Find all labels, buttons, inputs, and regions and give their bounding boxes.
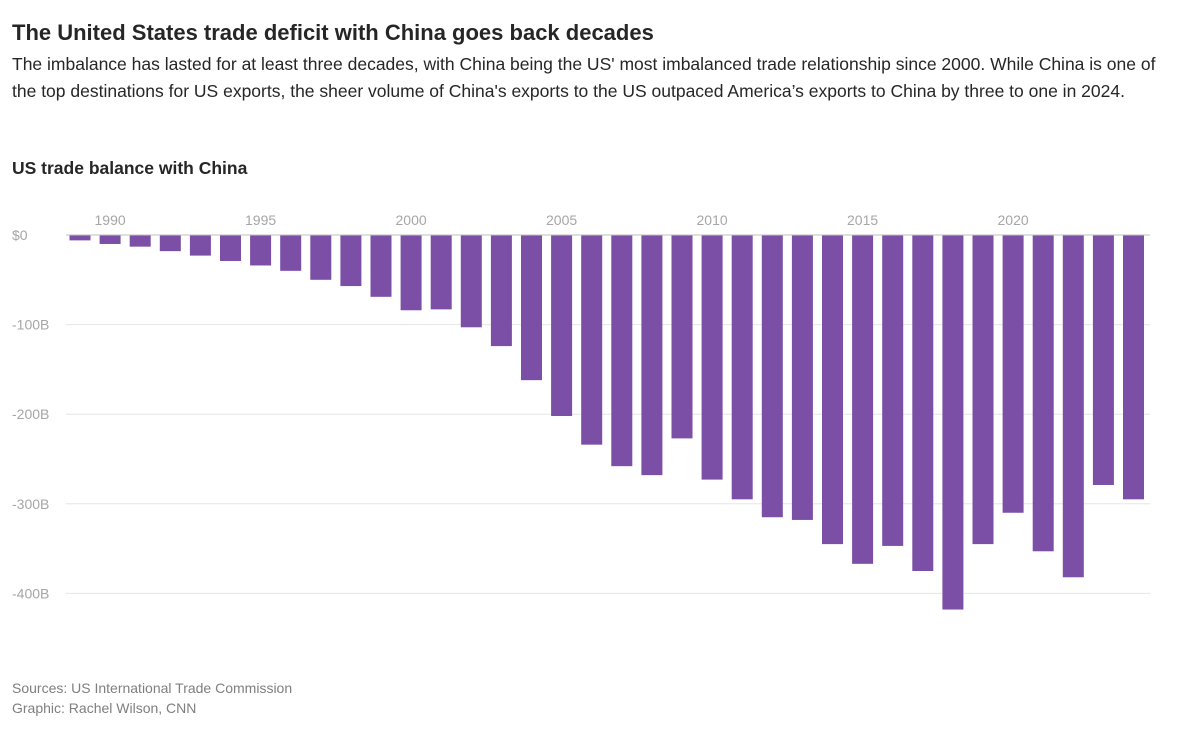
bar-2016 xyxy=(882,235,904,546)
bar-1999 xyxy=(370,235,392,297)
bar-2013 xyxy=(791,235,813,520)
bar-1995 xyxy=(250,235,272,266)
bar-1989 xyxy=(69,235,91,241)
x-axis-labels: 1990 1995 2000 2005 2010 2015 2020 xyxy=(95,212,1029,228)
y-tick-label: -300B xyxy=(12,496,49,512)
bar-2020 xyxy=(1002,235,1024,513)
y-tick-label: -100B xyxy=(12,317,49,333)
bar-2023 xyxy=(1092,235,1114,485)
y-tick-label: -200B xyxy=(12,406,49,422)
y-axis-labels: $0 -100B -200B -300B -400B xyxy=(12,227,49,601)
bar-1992 xyxy=(159,235,181,252)
bar-2022 xyxy=(1062,235,1084,578)
x-tick-label: 2000 xyxy=(396,212,427,228)
x-tick-label: 1995 xyxy=(245,212,276,228)
bar-chart: $0 -100B -200B -300B -400B 1990 1995 2000 2005 2… xyxy=(12,212,1150,610)
bar-1994 xyxy=(220,235,241,261)
bar-2024 xyxy=(1123,235,1144,500)
x-tick-label: 2020 xyxy=(998,212,1029,228)
bar-2001 xyxy=(430,235,452,310)
bar-2014 xyxy=(822,235,843,545)
bar-2002 xyxy=(460,235,482,328)
source-note: Sources: US International Trade Commissi… xyxy=(12,680,293,696)
y-tick-label: $0 xyxy=(12,227,28,243)
bar-2021 xyxy=(1032,235,1054,552)
bar-2018 xyxy=(942,235,964,610)
bar-2004 xyxy=(521,235,542,381)
bar-2005 xyxy=(551,235,573,416)
bar-2017 xyxy=(912,235,934,571)
bar-1993 xyxy=(189,235,211,256)
bar-2019 xyxy=(972,235,994,545)
x-tick-label: 2005 xyxy=(546,212,577,228)
bar-1990 xyxy=(99,235,121,244)
chart-title: US trade balance with China xyxy=(12,158,248,178)
bar-2006 xyxy=(581,235,603,445)
bar-2009 xyxy=(671,235,693,439)
x-tick-label: 1990 xyxy=(95,212,126,228)
bar-2007 xyxy=(611,235,633,467)
bar-2012 xyxy=(761,235,783,518)
credit-note: Graphic: Rachel Wilson, CNN xyxy=(12,700,197,716)
x-tick-label: 2010 xyxy=(697,212,728,228)
bar-2000 xyxy=(400,235,422,311)
bar-1997 xyxy=(310,235,332,280)
bar-2003 xyxy=(490,235,512,347)
chart-headline: The United States trade deficit with Chi… xyxy=(12,20,654,45)
gridlines xyxy=(66,324,1150,594)
y-tick-label: -400B xyxy=(12,585,49,601)
bar-2015 xyxy=(852,235,874,564)
bar-1998 xyxy=(340,235,362,287)
bars xyxy=(69,235,1144,610)
bar-1996 xyxy=(280,235,302,271)
bar-2010 xyxy=(701,235,723,480)
bar-2008 xyxy=(641,235,663,476)
x-tick-label: 2015 xyxy=(847,212,878,228)
bar-2011 xyxy=(731,235,753,500)
bar-1991 xyxy=(129,235,151,247)
chart-description: The imbalance has lasted for at least th… xyxy=(12,54,1156,101)
